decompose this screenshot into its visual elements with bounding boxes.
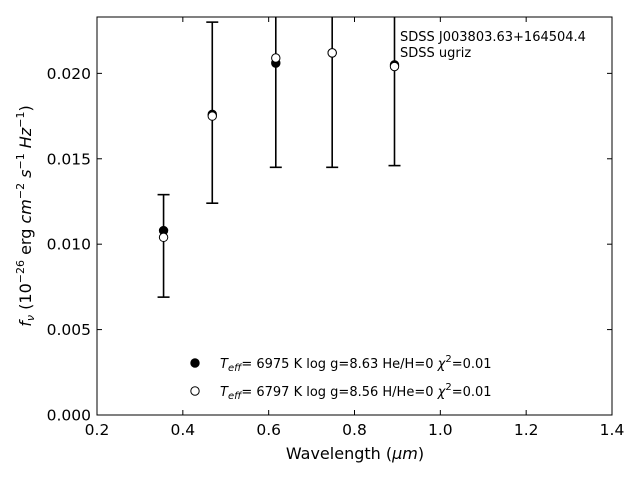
- x-tick-label: 1.2: [514, 421, 539, 439]
- legend-teff-subscript: eff: [228, 363, 243, 374]
- x-axis-label-text: Wavelength (: [286, 444, 392, 463]
- legend-chi-superscript: 2: [445, 354, 451, 365]
- x-axis-label: Wavelength (μm): [286, 444, 424, 463]
- axis-ticks: 0.2 0.4 0.6 0.8 1.0 1.2 1.4 0.000 0.005 0.010 0.01…: [47, 17, 625, 439]
- legend-chi-superscript: 2: [445, 382, 451, 393]
- x-axis-label-close: ): [418, 444, 424, 463]
- model-point-open: [207, 111, 217, 121]
- plot-frame: [96, 16, 613, 416]
- x-tick-label: 1.4: [600, 421, 625, 439]
- y-axis-label: fν (10−26 erg cm−2 s−1 Hz−1): [14, 105, 37, 326]
- legend-entry-text: Teff= 6975 K log g=8.63 He/H=0 χ2=0.01: [220, 354, 492, 374]
- y-axis-label-part: cm: [16, 199, 35, 223]
- x-axis-label-unit: μm: [391, 444, 418, 463]
- y-axis-label-part: erg: [16, 224, 35, 260]
- x-tick-label: 0.8: [342, 421, 367, 439]
- model-point-open: [158, 232, 169, 243]
- x-tick-label: 1.0: [428, 421, 453, 439]
- legend: Teff= 6975 K log g=8.63 He/H=0 χ2=0.01Te…: [190, 354, 492, 402]
- data-points: [158, 48, 400, 243]
- y-tick-label: 0.020: [47, 65, 91, 83]
- y-axis-label-part: Hz: [16, 127, 35, 153]
- legend-teff-symbol: T: [220, 385, 229, 400]
- legend-teff-symbol: T: [220, 357, 229, 372]
- model-point-open: [389, 61, 400, 72]
- legend-params: = 6797 K log g=8.56 H/He=0: [241, 385, 437, 400]
- y-axis-label-part: −26: [14, 260, 27, 283]
- x-tick-label: 0.2: [85, 421, 110, 439]
- legend-chi-value: =0.01: [452, 357, 492, 372]
- y-axis-label-part: −1: [14, 112, 27, 128]
- annotation-object-name: SDSS J003803.63+164504.4: [400, 30, 586, 45]
- legend-chi-value: =0.01: [452, 385, 492, 400]
- legend-chi-symbol: χ: [437, 385, 447, 400]
- y-tick-label: 0.015: [47, 150, 91, 168]
- y-tick-label: 0.005: [47, 321, 91, 339]
- y-axis-label-part: s: [16, 170, 35, 183]
- legend-chi-symbol: χ: [437, 357, 447, 372]
- model-point-open: [327, 48, 337, 58]
- x-tick-label: 0.4: [171, 421, 196, 439]
- annotation-photometry: SDSS ugriz: [400, 46, 471, 61]
- y-axis-label-part: ): [16, 105, 35, 111]
- y-axis-label-part: −1: [14, 153, 27, 169]
- legend-teff-subscript: eff: [228, 391, 243, 402]
- y-tick-label: 0.010: [47, 236, 91, 254]
- legend-params: = 6975 K log g=8.63 He/H=0: [241, 357, 437, 372]
- y-axis-label-part: f: [16, 319, 35, 327]
- y-axis-label-part: (10: [16, 283, 35, 315]
- y-axis-label-part: −2: [14, 183, 27, 199]
- y-tick-label: 0.000: [47, 407, 91, 425]
- x-tick-label: 0.6: [256, 421, 281, 439]
- model-point-open: [271, 53, 281, 63]
- legend-marker-open: [190, 386, 200, 396]
- legend-entry-text: Teff= 6797 K log g=8.56 H/He=0 χ2=0.01: [220, 382, 492, 402]
- y-axis-label-part: ν: [24, 315, 37, 321]
- legend-marker-filled: [190, 358, 200, 368]
- error-bars: [157, 17, 401, 298]
